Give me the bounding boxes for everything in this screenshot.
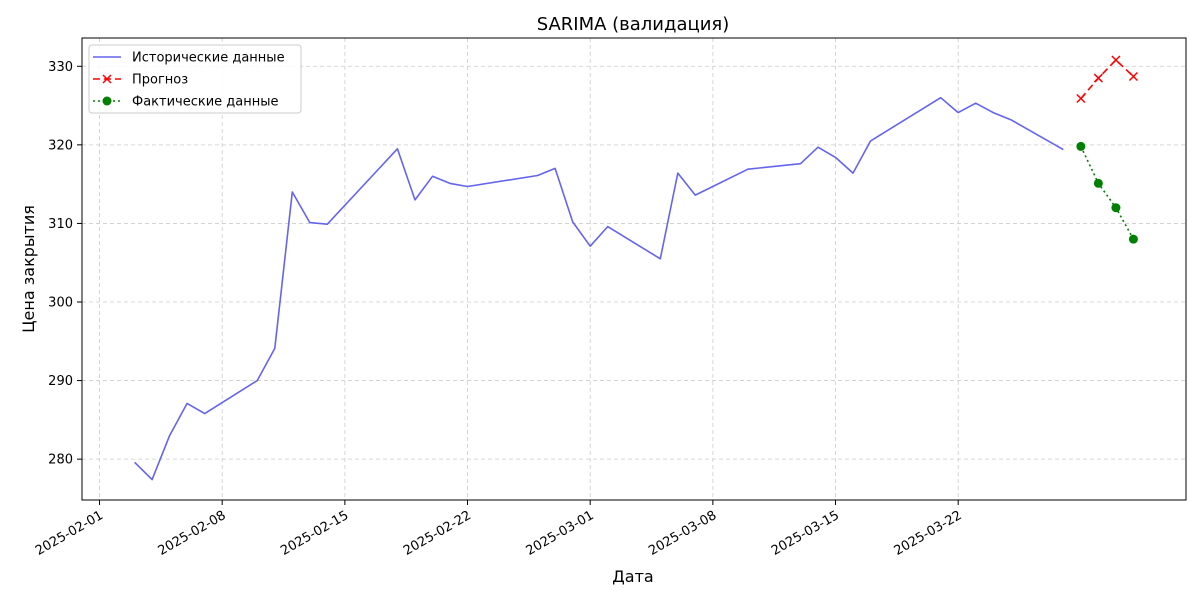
- x-tick-label: 2025-03-15: [769, 508, 842, 559]
- data-point: [1111, 203, 1121, 213]
- data-point: [1093, 73, 1103, 83]
- y-axis: 280 290 300 310 320 330: [48, 60, 82, 468]
- legend-entry: Прогноз: [93, 73, 188, 88]
- x-tick-label: 2025-02-22: [401, 508, 474, 559]
- y-tick-label: 330: [48, 60, 73, 75]
- data-point: [1128, 71, 1138, 82]
- y-tick-label: 320: [48, 138, 73, 153]
- data-point: [102, 96, 112, 106]
- y-tick-label: 310: [48, 217, 73, 232]
- plot-area: [134, 55, 1138, 481]
- y-tick-label: 290: [48, 374, 73, 389]
- data-point: [1128, 234, 1138, 244]
- x-tick-label: 2025-02-08: [156, 508, 229, 559]
- x-axis-label: Дата: [612, 567, 653, 586]
- legend-label: Фактические данные: [132, 95, 279, 110]
- legend-label: Прогноз: [132, 73, 188, 88]
- chart-title: SARIMA (валидация): [537, 14, 730, 35]
- x-tick-label: 2025-02-15: [278, 508, 351, 559]
- data-point: [1076, 141, 1086, 151]
- x-tick-label: 2025-03-08: [646, 508, 719, 559]
- x-tick-label: 2025-03-01: [524, 508, 597, 559]
- legend-entry: Исторические данные: [93, 51, 285, 66]
- series-line: [1080, 146, 1135, 240]
- x-tick-label: 2025-02-01: [33, 508, 106, 559]
- legend-box: [88, 44, 302, 114]
- series: [1076, 141, 1138, 244]
- series-line: [134, 96, 1064, 481]
- x-axis: 2025-02-01 2025-02-08 2025-02-15 2025-02-22…: [33, 500, 965, 559]
- y-axis-label: Цена закрытия: [19, 205, 38, 333]
- legend: Исторические данные Прогноз Фактические да…: [88, 44, 302, 114]
- y-tick-label: 300: [48, 296, 73, 311]
- data-point: [1093, 178, 1103, 188]
- grid: [82, 38, 1186, 500]
- legend-label: Исторические данные: [132, 51, 285, 66]
- plot-frame: [81, 37, 1187, 501]
- series: [134, 96, 1064, 481]
- series: [1076, 55, 1138, 104]
- y-tick-label: 280: [48, 453, 73, 468]
- data-point: [1111, 55, 1121, 65]
- data-point: [1076, 93, 1086, 104]
- legend-entry: Фактические данные: [93, 95, 279, 110]
- series-line: [1080, 59, 1134, 100]
- data-point: [102, 74, 112, 84]
- x-tick-label: 2025-03-22: [892, 508, 965, 559]
